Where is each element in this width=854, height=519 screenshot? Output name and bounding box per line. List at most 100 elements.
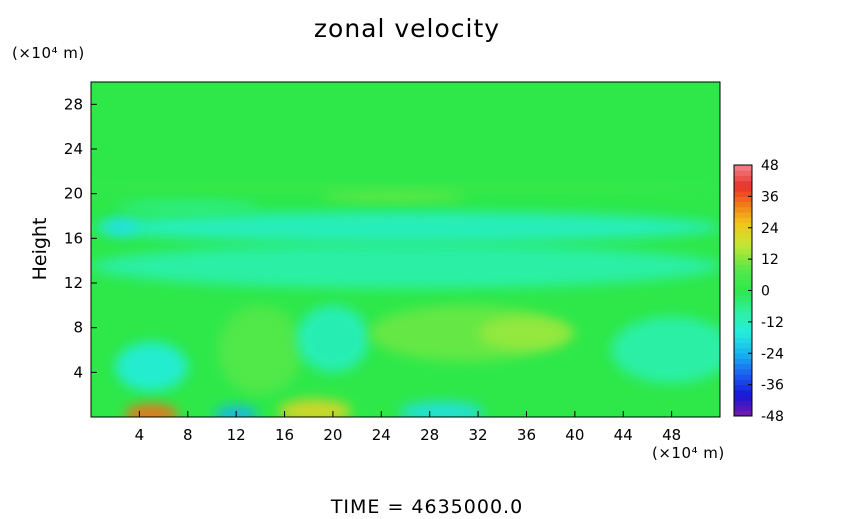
plot-area (90, 81, 721, 418)
colorbar-segment (734, 405, 752, 412)
colorbar-segment (734, 285, 752, 291)
heatmap-cell (296, 305, 370, 373)
heatmap-cell (478, 316, 575, 350)
colorbar-segment (734, 295, 752, 302)
colorbar-segment (734, 379, 752, 386)
colorbar-segment (734, 274, 752, 281)
colorbar-tick-label: -24 (761, 346, 784, 362)
colorbar-tick-label: -12 (761, 315, 784, 331)
colorbar-tick-label: 24 (761, 221, 779, 237)
colorbar-segment (734, 374, 752, 380)
colorbar-segment (734, 238, 752, 244)
colorbar-segment (734, 363, 752, 370)
heatmap-cell (218, 305, 303, 395)
colorbar-segment (734, 290, 752, 297)
colorbar-segment (734, 321, 752, 328)
colorbar-segment (734, 191, 752, 197)
x-tick-label: 28 (420, 426, 439, 444)
heatmap-cell (320, 190, 466, 202)
colorbar-segment (734, 306, 752, 312)
heatmap-cell (611, 316, 720, 384)
colorbar-segment (734, 300, 752, 307)
x-axis: 4 8 12 16 20 24 28 32 36 40 44 48 (135, 411, 681, 444)
y-axis: 4 8 12 16 20 24 28 (64, 95, 97, 381)
colorbar-tick-label: 48 (761, 158, 779, 174)
colorbar-segment (734, 348, 752, 354)
colorbar-segment (734, 196, 752, 203)
colorbar-segment (734, 384, 752, 391)
colorbar-segment (734, 400, 752, 407)
y-tick-label: 16 (64, 229, 83, 247)
y-tick-label: 28 (64, 95, 83, 113)
colorbar-tick-label: -48 (761, 409, 784, 425)
y-axis-unit: (×10⁴ m) (12, 44, 85, 62)
y-tick-label: 20 (64, 185, 83, 203)
colorbar-segment (734, 342, 752, 349)
y-tick-label: 4 (73, 363, 83, 381)
x-tick-label: 12 (227, 426, 246, 444)
colorbar-segment (734, 353, 752, 359)
colorbar-segment (734, 269, 752, 276)
colorbar-segment (734, 358, 752, 365)
colorbar-tick-label: 12 (761, 252, 779, 268)
colorbar-segment (734, 327, 752, 333)
colorbar-tick-label: -36 (761, 378, 784, 394)
colorbar-tick-label: 36 (761, 189, 779, 205)
colorbar-segment (734, 212, 752, 218)
colorbar-segment (734, 232, 752, 239)
colorbar-segment (734, 243, 752, 250)
colorbar-segment (734, 280, 752, 286)
y-tick-label: 24 (64, 140, 83, 158)
colorbar-segment (734, 217, 752, 224)
heatmap-cell (399, 401, 485, 417)
x-tick-label: 4 (135, 426, 145, 444)
colorbar-segment (734, 316, 752, 323)
x-axis-unit: (×10⁴ m) (652, 444, 725, 462)
colorbar-segment (734, 332, 752, 339)
heatmap-cell (91, 243, 720, 289)
colorbar-segment (734, 227, 752, 234)
colorbar-segment (734, 165, 752, 171)
colorbar-segment (734, 264, 752, 271)
x-tick-label: 16 (275, 426, 294, 444)
colorbar-segment (734, 259, 752, 265)
colorbar-segment (734, 201, 752, 208)
colorbar-segment (734, 389, 752, 396)
colorbar-segment (734, 410, 752, 417)
chart-title: zonal velocity (313, 14, 501, 43)
x-tick-label: 48 (662, 426, 681, 444)
colorbar-segment (734, 311, 752, 318)
colorbar: 48 36 24 12 0 -12 -24 -36 -48 (733, 158, 784, 425)
colorbar-segment (734, 180, 752, 187)
colorbar-segment (734, 248, 752, 255)
colorbar-tick-label: 0 (761, 284, 770, 300)
x-tick-label: 36 (517, 426, 536, 444)
colorbar-segment (734, 395, 752, 401)
colorbar-segment (734, 222, 752, 229)
heatmap-cell (115, 200, 261, 214)
heatmap-cell (278, 399, 352, 417)
x-tick-label: 32 (469, 426, 488, 444)
x-tick-label: 24 (372, 426, 391, 444)
colorbar-segment (734, 206, 752, 213)
x-tick-label: 40 (565, 426, 584, 444)
colorbar-segment (734, 337, 752, 344)
colorbar-segment (734, 185, 752, 192)
colorbar-segment (734, 175, 752, 182)
colorbar-segment (734, 170, 752, 176)
y-tick-label: 12 (64, 274, 83, 292)
plot-frame (90, 81, 721, 418)
time-footer: TIME = 4635000.0 (330, 496, 524, 518)
heatmap-cell (115, 342, 188, 392)
heatmap-cell (103, 218, 140, 237)
x-tick-label: 8 (183, 426, 193, 444)
x-tick-label: 44 (614, 426, 633, 444)
heatmap-cell (91, 211, 720, 243)
y-tick-label: 8 (73, 319, 83, 337)
colorbar-segment (734, 253, 752, 260)
heatmap-cell (91, 183, 720, 191)
colorbar-segment (734, 368, 752, 375)
heatmap-cell (124, 403, 179, 417)
x-tick-label: 20 (323, 426, 342, 444)
